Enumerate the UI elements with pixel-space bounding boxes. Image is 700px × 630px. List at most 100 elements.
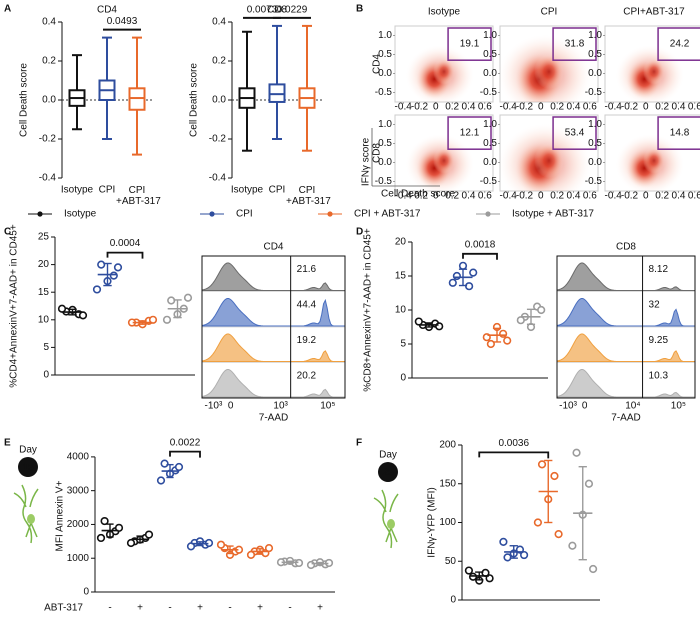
y-tick-label: -0.5 xyxy=(480,176,498,187)
density-core xyxy=(643,58,665,85)
row-title: CD8 xyxy=(372,143,383,163)
y-tick-label: 1.0 xyxy=(483,119,497,130)
y-tick-label: 25 xyxy=(38,232,50,243)
gate-value: 8.12 xyxy=(649,264,669,275)
gate-value: 19.1 xyxy=(460,39,480,50)
y-tick-label: 2000 xyxy=(67,519,90,530)
data-point xyxy=(452,271,461,281)
data-point xyxy=(216,540,226,549)
x-tick-label: -0.2 xyxy=(621,191,639,202)
row-title: CD4 xyxy=(372,54,383,74)
day-badge xyxy=(18,457,38,477)
x-axis-title: 7-AAD xyxy=(611,413,640,424)
y-tick-label: 50 xyxy=(445,556,457,567)
x-tick-label: 0.2 xyxy=(550,102,564,113)
data-point xyxy=(503,336,512,345)
y-tick-label: 0.4 xyxy=(42,17,56,28)
y-tick-label: 5 xyxy=(400,339,406,350)
y-tick-label: -0.5 xyxy=(585,176,603,187)
gate-value: 31.8 xyxy=(565,39,585,50)
gate-value: 32 xyxy=(649,300,661,311)
y-tick-label: 0.2 xyxy=(212,56,226,67)
x-tick-label: -0.2 xyxy=(516,191,534,202)
x-tick-label: -10³ xyxy=(559,401,577,412)
gate-value: 12.1 xyxy=(460,128,480,139)
x-axis-title: 7-AAD xyxy=(259,413,288,424)
x-tick-label: 0.6 xyxy=(688,102,700,113)
x-tick-label: 0.2 xyxy=(550,191,564,202)
density xyxy=(500,34,591,102)
gate xyxy=(552,27,597,61)
data-point xyxy=(148,315,158,324)
x-tick-label: 0.6 xyxy=(583,191,597,202)
data-point xyxy=(486,339,495,349)
x-tick-label: 0.4 xyxy=(567,191,581,202)
data-point xyxy=(57,304,67,313)
y-axis-title: Cell Death score xyxy=(189,63,200,137)
x-tick-label: 0 xyxy=(643,191,649,202)
histogram-shape xyxy=(556,298,695,327)
data-point xyxy=(554,530,563,539)
data-point xyxy=(516,316,525,325)
y-tick-label: -0.2 xyxy=(209,134,227,145)
y-tick-label: 0.0 xyxy=(378,68,392,79)
histogram-shape xyxy=(201,262,345,291)
x-tick-label: 0 xyxy=(538,102,544,113)
y-tick-label: 10 xyxy=(395,305,407,316)
gate xyxy=(552,116,597,150)
x-tick-label: - xyxy=(168,603,171,614)
x-tick-label: 0.2 xyxy=(445,102,459,113)
y-tick-label: 0.0 xyxy=(588,157,602,168)
data-point xyxy=(96,533,106,543)
density-core xyxy=(534,54,564,90)
gate-value: 24.2 xyxy=(670,39,690,50)
x-group-label: ABT-317 xyxy=(44,603,83,614)
x-tick-label: 10³ xyxy=(273,401,288,412)
data-point xyxy=(144,530,154,539)
y-tick-label: -0.4 xyxy=(39,173,57,184)
panel-label: F xyxy=(356,438,362,449)
x-tick-label: 0.6 xyxy=(478,102,492,113)
legend-label: CPI xyxy=(236,209,253,220)
data-point xyxy=(264,543,274,553)
y-tick-label: 200 xyxy=(439,440,456,451)
y-tick-label: 0.0 xyxy=(212,95,226,106)
day-label: Day xyxy=(379,450,397,461)
data-point xyxy=(114,523,124,532)
y-tick-label: -0.2 xyxy=(39,134,57,145)
y-tick-label: 0.0 xyxy=(483,157,497,168)
y-tick-label: 0 xyxy=(43,370,49,381)
panel-label: B xyxy=(356,4,363,15)
significance-bracket xyxy=(462,252,498,260)
gate-value: 19.2 xyxy=(297,335,317,346)
y-axis-title: %CD4+AnnexinV+7-AAD+ in CD45+ xyxy=(9,224,20,388)
y-tick-label: 0.2 xyxy=(42,56,56,67)
significance-bracket xyxy=(478,451,550,459)
data-point xyxy=(537,460,547,469)
y-tick-label: 1.0 xyxy=(588,119,602,130)
day-badge xyxy=(378,462,398,482)
x-tick-label: 0.4 xyxy=(672,102,686,113)
significance-bracket xyxy=(169,450,201,458)
gate-value: 44.4 xyxy=(297,300,317,311)
x-tick-label: - xyxy=(228,603,231,614)
y-tick-label: 0 xyxy=(400,373,406,384)
y-tick-label: 0.0 xyxy=(378,157,392,168)
x-tick-label: 0.2 xyxy=(655,102,669,113)
x-tick-label: 0 xyxy=(433,191,439,202)
x-tick-label: + xyxy=(317,603,323,614)
x-tick-label: 0 xyxy=(228,401,234,412)
y-tick-label: 20 xyxy=(395,237,407,248)
p-value: 0.0493 xyxy=(107,16,138,27)
density xyxy=(405,45,474,102)
x-tick-label: 0.4 xyxy=(462,191,476,202)
data-point xyxy=(186,542,196,551)
gate-value: 53.4 xyxy=(565,128,585,139)
y-axis-title: IFNγ score xyxy=(361,137,372,186)
chart-title: CD4 xyxy=(97,5,117,16)
data-point xyxy=(100,516,109,526)
x-tick-label: 10⁵ xyxy=(671,401,686,412)
data-point xyxy=(306,560,316,570)
x-tick-label: 10⁵ xyxy=(320,401,335,412)
